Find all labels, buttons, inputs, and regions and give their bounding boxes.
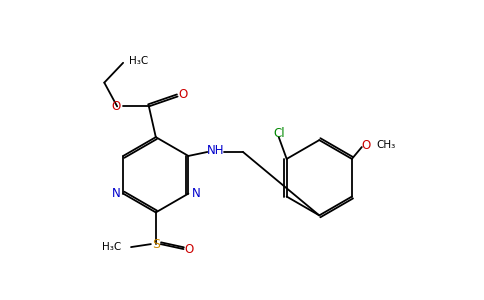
- Text: NH: NH: [207, 145, 224, 158]
- Text: S: S: [152, 238, 160, 250]
- Text: H₃C: H₃C: [102, 242, 121, 252]
- Text: N: N: [111, 187, 120, 200]
- Text: Cl: Cl: [273, 127, 285, 140]
- Text: O: O: [361, 139, 370, 152]
- Text: H₃C: H₃C: [129, 56, 148, 66]
- Text: CH₃: CH₃: [376, 140, 395, 150]
- Text: O: O: [178, 88, 187, 101]
- Text: O: O: [185, 243, 194, 256]
- Text: N: N: [191, 187, 200, 200]
- Text: O: O: [111, 100, 120, 113]
